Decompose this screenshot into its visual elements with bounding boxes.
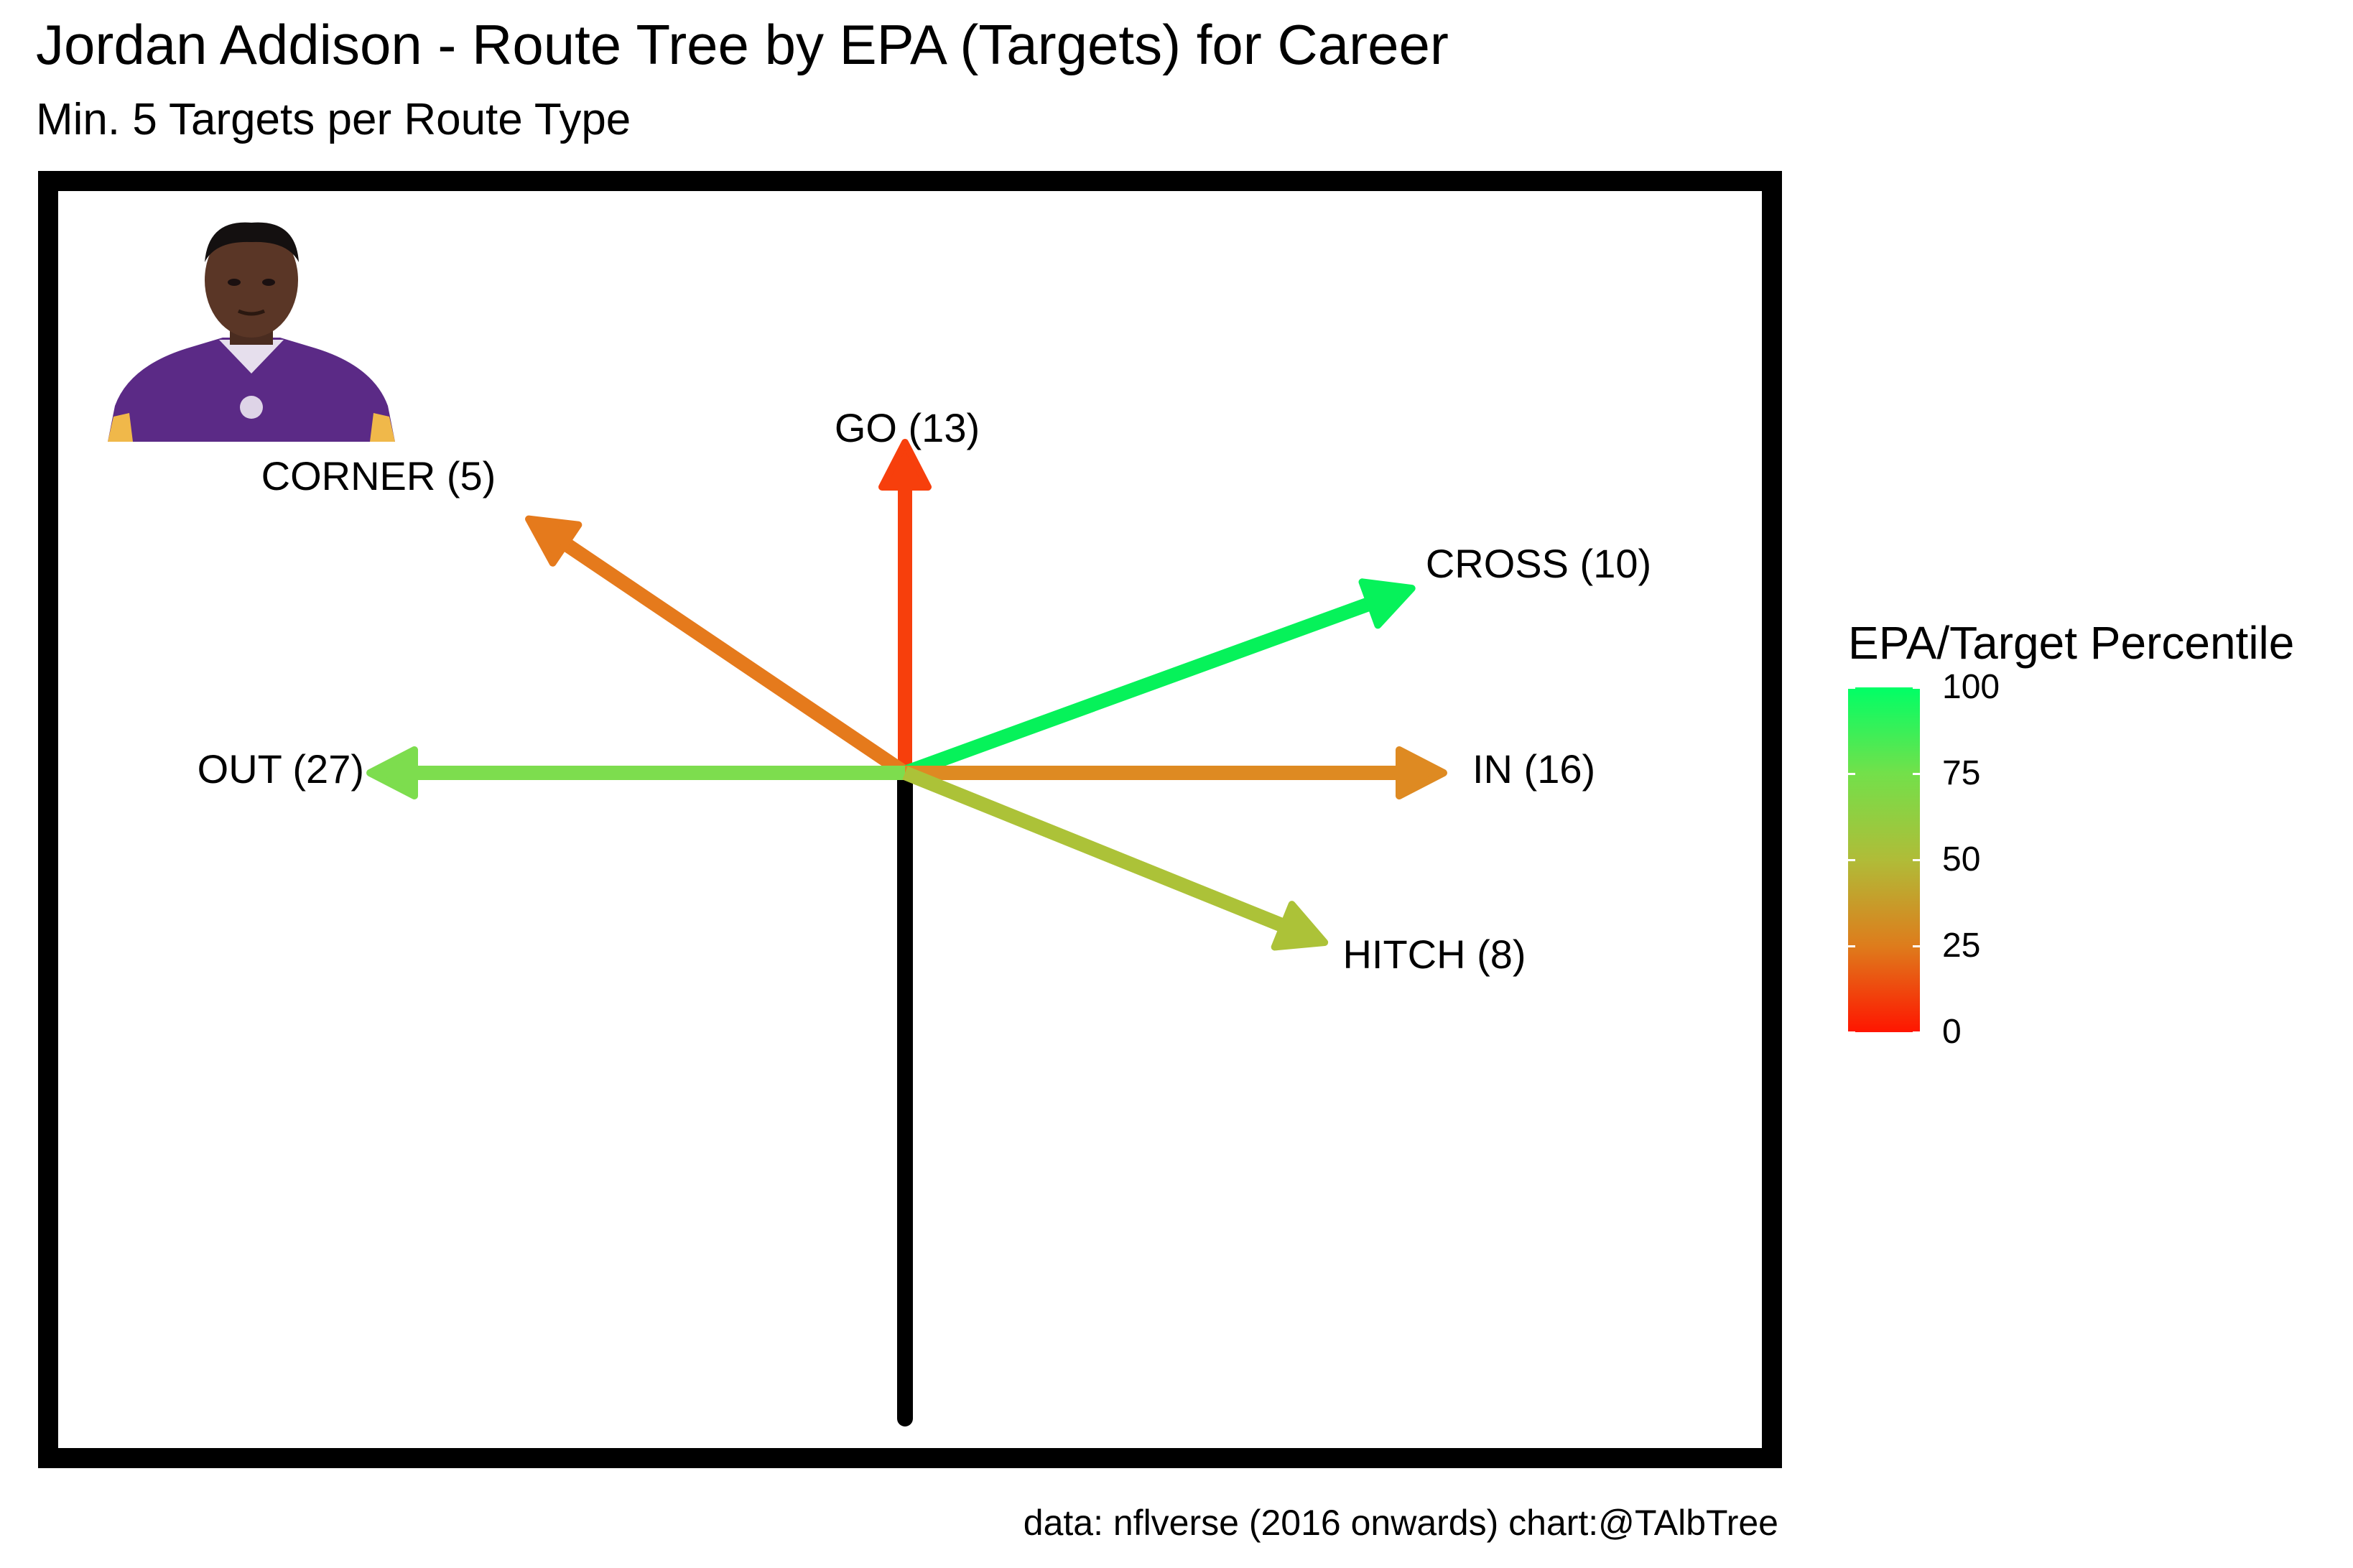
route-arrowhead-go [878,439,932,491]
legend-tick-mark [1913,1031,1920,1034]
route-line-hitch [902,766,1303,940]
legend-tick-mark [1913,687,1920,689]
route-line-corner [547,528,909,779]
route-label-corner: CORNER (5) [261,453,496,498]
legend-tick-label: 100 [1942,668,2000,706]
route-arrowhead-out [366,746,418,799]
legend-colorbar [1848,687,1920,1032]
plot-border [38,171,1782,1468]
legend-title: EPA/Target Percentile [1848,617,2295,669]
chart-subtitle: Min. 5 Targets per Route Type [36,95,631,144]
legend-tick-mark [1848,773,1855,775]
legend-tick-label: 0 [1942,1013,1962,1051]
legend-tick-mark [1913,945,1920,947]
legend-tick-label: 50 [1942,840,1981,878]
legend-tick-mark [1913,773,1920,775]
route-label-hitch: HITCH (8) [1342,932,1526,977]
chart-caption: data: nflverse (2016 onwards) chart:@TAl… [1023,1503,1778,1543]
legend-tick-mark [1848,1031,1855,1034]
legend-tick-mark [1913,859,1920,861]
route-label-out: OUT (27) [198,746,364,792]
route-label-cross: CROSS (10) [1426,541,1651,586]
route-line-cross [902,590,1390,780]
legend-tick-mark [1848,945,1855,947]
route-label-in: IN (16) [1472,746,1595,792]
legend-tick-label: 25 [1942,927,1981,965]
chart-title: Jordan Addison - Route Tree by EPA (Targ… [36,13,1449,76]
player-headshot [108,222,395,442]
legend-tick-mark [1848,859,1855,861]
legend-tick-mark [1848,687,1855,689]
route-arrowhead-in [1396,746,1447,799]
route-arrowhead-cross [1358,578,1416,629]
route-arrowhead-hitch [1271,901,1329,951]
legend-tick-label: 75 [1942,754,1981,792]
route-label-go: GO (13) [835,405,980,450]
route-arrowhead-corner [525,515,583,567]
